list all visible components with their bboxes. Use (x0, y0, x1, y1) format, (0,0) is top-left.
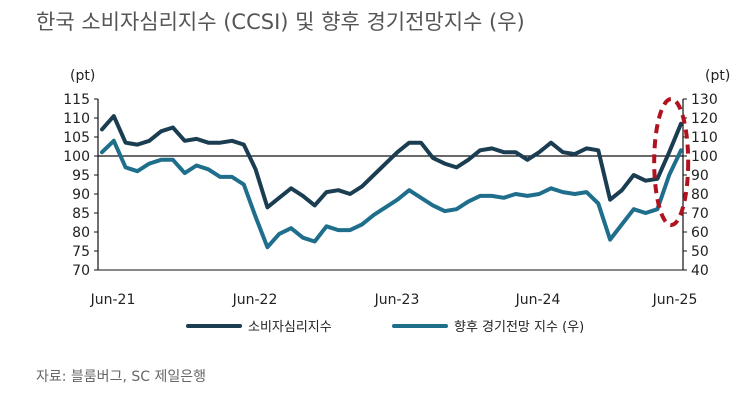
legend-label-2: 향후 경기전망 지수 (우) (454, 320, 584, 335)
left-tick-label: 85 (72, 206, 90, 222)
right-tick-label: 70 (691, 206, 709, 222)
x-tick-label: Jun-21 (90, 292, 136, 308)
left-tick-label: 75 (72, 244, 90, 260)
left-tick-label: 110 (63, 111, 90, 127)
source-note: 자료: 블룸버그, SC 제일은행 (36, 369, 206, 385)
left-tick-label: 100 (63, 149, 90, 165)
x-tick-label: Jun-25 (652, 292, 698, 308)
series-line-2 (100, 138, 683, 250)
right-tick-label: 90 (691, 168, 709, 184)
highlight-ellipse (652, 97, 691, 227)
right-unit-label: (pt) (705, 68, 730, 84)
left-tick-label: 80 (72, 225, 90, 241)
x-tick-label: Jun-22 (232, 292, 278, 308)
right-tick-label: 80 (691, 187, 709, 203)
right-tick-label: 50 (691, 244, 709, 260)
right-tick-label: 130 (691, 92, 718, 108)
left-tick-label: 70 (72, 263, 90, 279)
x-tick-label: Jun-23 (374, 292, 420, 308)
right-tick-label: 100 (691, 149, 718, 165)
left-unit-label: (pt) (70, 68, 95, 84)
chart-title: 한국 소비자심리지수 (CCSI) 및 향후 경기전망지수 (우) (36, 10, 525, 34)
left-tick-label: 115 (63, 92, 90, 108)
left-tick-label: 105 (63, 130, 90, 146)
right-tick-label: 60 (691, 225, 709, 241)
series-lines (100, 97, 691, 250)
legend-label-1: 소비자심리지수 (248, 320, 332, 335)
tick-labels: 70 75 80 85 90 95 100 105 110 115 40 50 60 70 80 90 100 1… (63, 68, 730, 308)
right-tick-label: 110 (691, 130, 718, 146)
left-tick-label: 95 (72, 168, 90, 184)
right-tick-label: 40 (691, 263, 709, 279)
x-tick-label: Jun-24 (515, 292, 561, 308)
legend: 소비자심리지수 향후 경기전망 지수 (우) (186, 320, 584, 335)
right-tick-label: 120 (691, 111, 718, 127)
left-tick-label: 90 (72, 187, 90, 203)
axes (94, 98, 687, 271)
series-line-1 (100, 114, 683, 210)
